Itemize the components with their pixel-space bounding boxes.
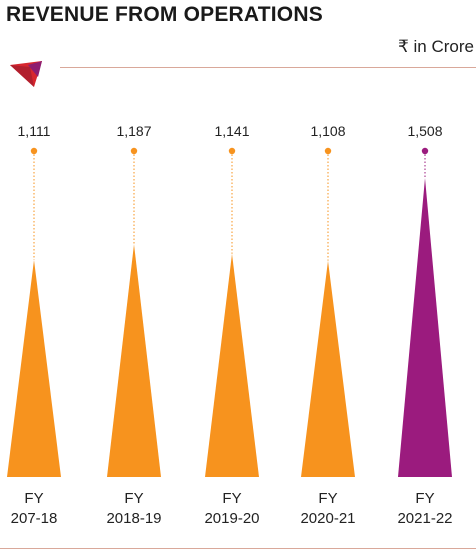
value-label-3: 1,108: [310, 123, 345, 139]
category-label-4-line-0: FY: [415, 490, 434, 507]
bottom-divider: [0, 548, 476, 549]
category-label-2-line-1: 2019-20: [204, 510, 259, 527]
top-divider: [60, 67, 476, 68]
category-label-3-line-1: 2020-21: [300, 510, 355, 527]
value-label-2: 1,141: [214, 123, 249, 139]
value-label-0: 1,111: [18, 123, 51, 139]
red-purple-triangle-logo-icon: [10, 61, 42, 87]
bar-triangle-0: [7, 260, 61, 477]
value-dot-4: [421, 147, 429, 155]
bar-triangle-4: [398, 178, 452, 477]
category-label-2-line-0: FY: [222, 490, 241, 507]
bar-triangle-3: [301, 260, 355, 477]
value-dot-0: [30, 147, 38, 155]
category-label-1-line-0: FY: [124, 490, 143, 507]
category-label-0-line-0: FY: [24, 490, 43, 507]
value-dot-1: [130, 147, 138, 155]
value-label-4: 1,508: [407, 123, 442, 139]
category-label-1-line-1: 2018-19: [106, 510, 161, 527]
chart-title: REVENUE FROM OPERATIONS: [6, 3, 323, 26]
value-dot-3: [324, 147, 332, 155]
bar-triangle-2: [205, 253, 259, 477]
value-label-1: 1,187: [116, 123, 151, 139]
category-label-0-line-1: 207-18: [11, 510, 58, 527]
value-dot-2: [228, 147, 236, 155]
category-label-4-line-1: 2021-22: [397, 510, 452, 527]
category-label-3-line-0: FY: [318, 490, 337, 507]
bar-triangle-1: [107, 244, 161, 477]
unit-label: ₹ in Crore: [397, 37, 474, 56]
